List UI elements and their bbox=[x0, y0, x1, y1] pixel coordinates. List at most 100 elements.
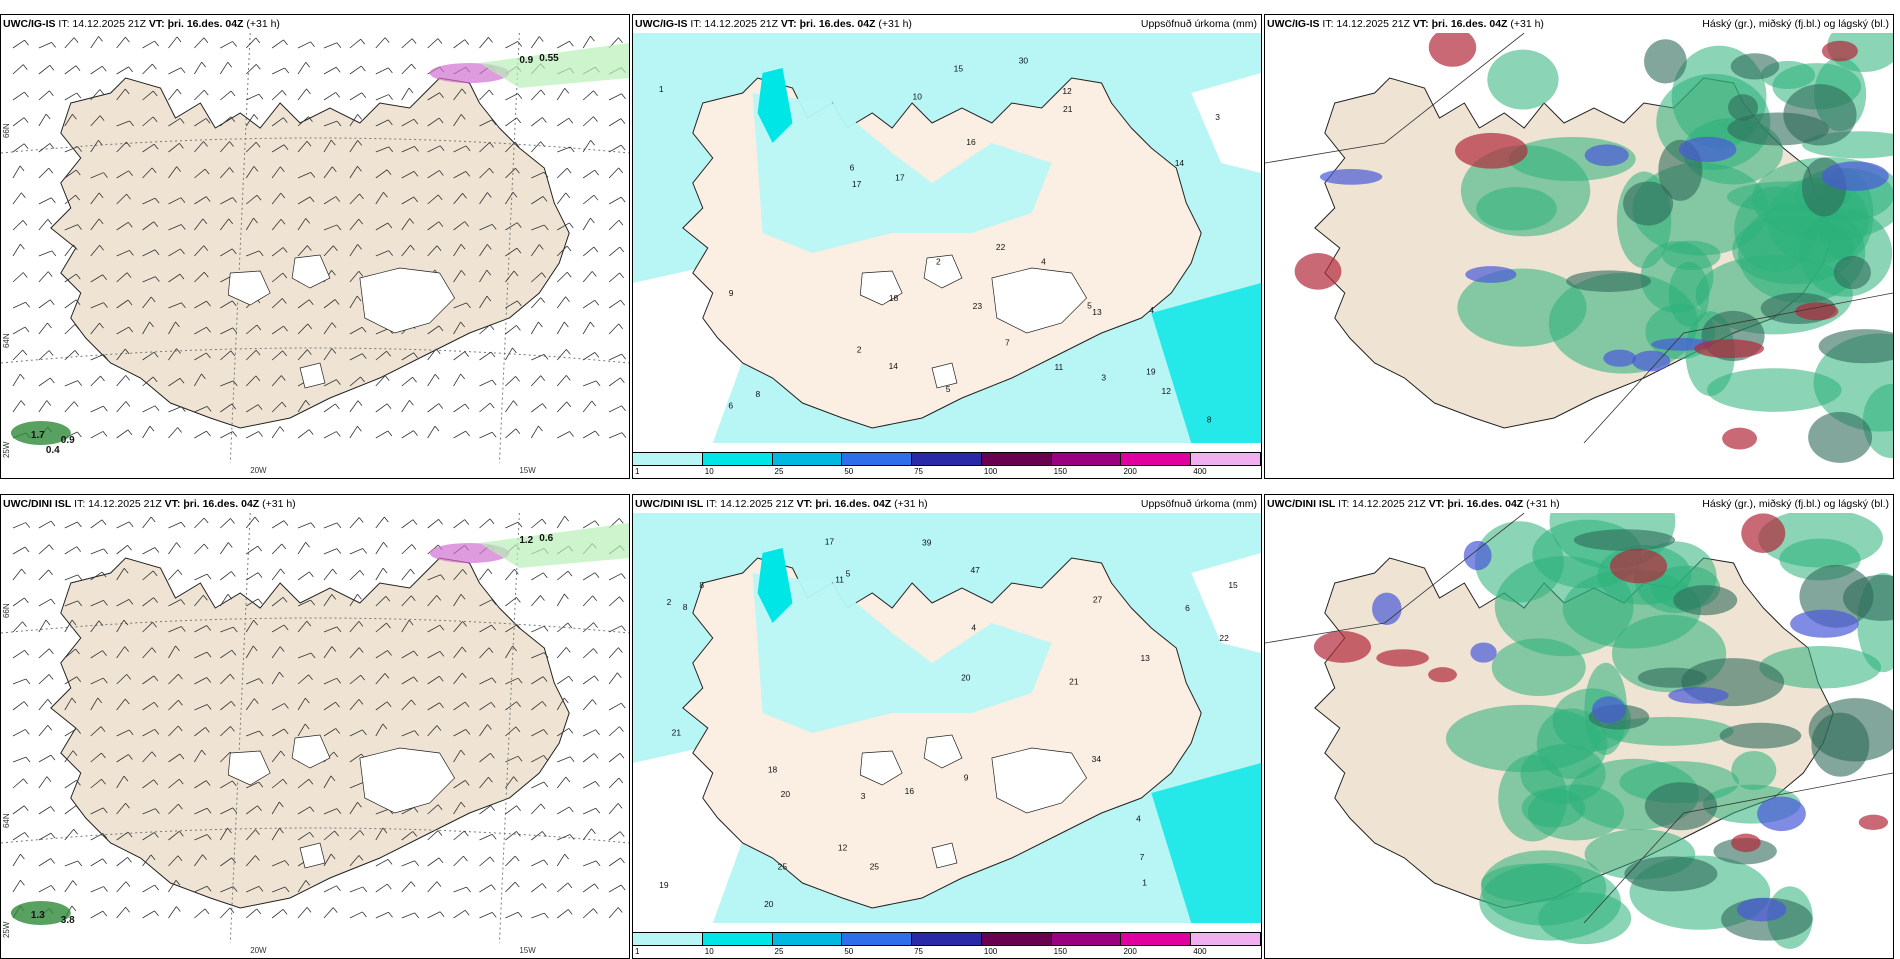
panel-header: UWC/DINI ISL IT: 14.12.2025 21Z VT: þri.… bbox=[635, 498, 928, 510]
wind-barb bbox=[12, 91, 25, 101]
wind-barb bbox=[582, 699, 593, 711]
wind-barb bbox=[90, 726, 102, 737]
green-band bbox=[479, 523, 629, 568]
wind-barb bbox=[116, 401, 127, 413]
wind-barb bbox=[531, 859, 545, 867]
wind-barb bbox=[453, 145, 467, 153]
wind-barb bbox=[531, 297, 542, 309]
colorbar-label: 400 bbox=[1193, 467, 1207, 476]
wind-barb bbox=[64, 65, 77, 75]
wind-barb bbox=[194, 625, 207, 633]
wind-barb bbox=[349, 295, 358, 309]
model-name: UWC/IG-IS bbox=[3, 18, 56, 30]
wind-barb bbox=[12, 326, 26, 335]
wind-barb bbox=[556, 349, 567, 361]
wind-barb bbox=[12, 165, 21, 179]
wind-barb bbox=[349, 353, 363, 361]
wind-barb bbox=[90, 89, 101, 101]
lat-label: 66N bbox=[2, 123, 11, 138]
wind-barb bbox=[453, 430, 466, 439]
wind-barb bbox=[323, 594, 333, 607]
wind-barb bbox=[90, 218, 100, 231]
precip-value: 30 bbox=[1019, 56, 1029, 66]
wind-barb bbox=[12, 621, 23, 633]
wind-barb bbox=[479, 167, 490, 179]
wind-barb bbox=[505, 645, 513, 659]
wind-barb bbox=[582, 194, 595, 205]
wind-barb bbox=[194, 326, 207, 335]
precip-value: 5 bbox=[946, 384, 951, 394]
wind-barb bbox=[38, 113, 47, 127]
colorbar-label: 100 bbox=[983, 467, 998, 476]
wind-barb bbox=[116, 568, 125, 581]
wind-barb bbox=[38, 271, 49, 283]
lead-time: (+31 h) bbox=[1507, 18, 1544, 30]
precip-value: 11 bbox=[1054, 362, 1063, 372]
wind-barb bbox=[556, 570, 569, 581]
wind-barb bbox=[427, 519, 439, 529]
wind-barb bbox=[323, 853, 332, 867]
wind-barb bbox=[142, 321, 150, 335]
wind-barb bbox=[323, 224, 338, 231]
wind-barb bbox=[219, 61, 229, 75]
wind-barb bbox=[246, 93, 260, 101]
wind-barb bbox=[219, 542, 229, 555]
wind-barb bbox=[479, 805, 491, 815]
precip-value: 47 bbox=[970, 565, 980, 575]
wind-barb bbox=[453, 170, 467, 179]
wind-barb bbox=[297, 907, 308, 919]
wind-barb bbox=[116, 88, 126, 101]
wind-barb bbox=[38, 754, 52, 763]
wind-barb bbox=[168, 542, 177, 555]
colorbar-label: 200 bbox=[1123, 947, 1137, 956]
wind-barb bbox=[608, 144, 622, 153]
wind-barb bbox=[194, 908, 206, 919]
wind-barb bbox=[323, 808, 338, 815]
map-panel-wind: UWC/IG-IS IT: 14.12.2025 21Z VT: þri. 16… bbox=[0, 14, 630, 479]
wind-barb bbox=[505, 347, 513, 361]
precip-value: 22 bbox=[996, 242, 1006, 252]
wind-barb bbox=[453, 672, 463, 685]
wind-barb bbox=[116, 193, 127, 205]
precip-value: 16 bbox=[966, 137, 976, 147]
wind-barb bbox=[142, 63, 153, 75]
wind-barb bbox=[194, 271, 205, 283]
precip-value: 5 bbox=[846, 569, 851, 579]
wind-barb bbox=[38, 619, 47, 633]
wind-barb bbox=[427, 92, 440, 101]
wind-barb bbox=[349, 218, 360, 231]
wind-barb bbox=[297, 116, 309, 127]
wind-barb bbox=[168, 645, 176, 659]
wind-barb bbox=[116, 521, 130, 529]
wind-barb bbox=[245, 114, 255, 127]
wind-barb bbox=[427, 348, 437, 361]
wind-barb bbox=[64, 146, 78, 153]
wind-barb bbox=[531, 89, 542, 101]
wind-barb bbox=[323, 92, 336, 101]
wind-barb bbox=[168, 699, 179, 711]
precip-value: 21 bbox=[1069, 677, 1079, 687]
wind-barb bbox=[220, 780, 233, 789]
colorbar-swatch bbox=[1191, 933, 1261, 945]
wind-barb bbox=[90, 172, 104, 179]
precip-value: 20 bbox=[961, 673, 971, 683]
wind-barb bbox=[582, 908, 594, 919]
wind-barb bbox=[90, 650, 103, 659]
precip-value: 21 bbox=[1063, 104, 1073, 114]
wind-barb bbox=[427, 881, 438, 893]
wind-barb bbox=[453, 114, 462, 127]
wind-barb bbox=[297, 620, 308, 633]
precip-value: 19 bbox=[1146, 367, 1156, 377]
wind-barb bbox=[453, 646, 463, 659]
wind-barb bbox=[142, 296, 152, 309]
precip-value: 19 bbox=[659, 880, 669, 890]
wind-barb bbox=[168, 273, 181, 283]
wind-barb bbox=[375, 859, 389, 867]
wind-barb bbox=[582, 400, 593, 413]
wind-barb bbox=[608, 432, 623, 439]
wind-barb bbox=[582, 753, 595, 763]
wind-barb bbox=[12, 778, 24, 789]
wind-barb bbox=[531, 625, 545, 633]
wind-barb bbox=[271, 166, 281, 179]
precip-value: 12 bbox=[1062, 86, 1072, 96]
